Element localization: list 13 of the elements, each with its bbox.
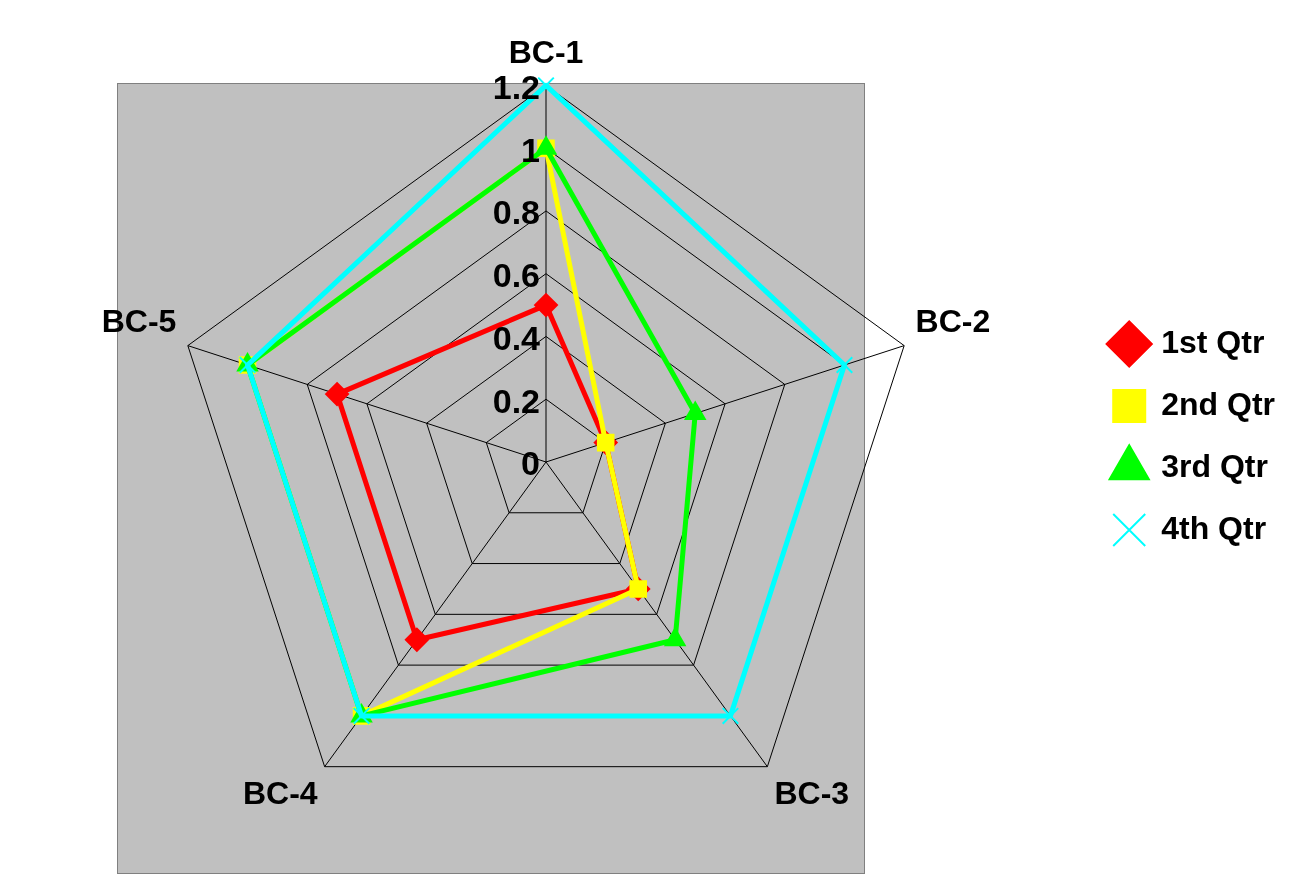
- y-tick-label: 0.6: [492, 256, 540, 295]
- legend-label: 4th Qtr: [1161, 509, 1267, 546]
- y-tick-label: 0: [521, 444, 540, 483]
- legend-label: 1st Qtr: [1161, 323, 1265, 360]
- y-tick-label: 0.4: [492, 318, 541, 357]
- y-tick-label: 0.2: [492, 381, 540, 420]
- spoke-label: BC-4: [242, 775, 318, 812]
- spoke-label: BC-2: [915, 302, 991, 339]
- spoke-label: BC-3: [774, 775, 850, 812]
- spoke-label: BC-5: [101, 302, 177, 339]
- legend-label: 3rd Qtr: [1161, 447, 1268, 484]
- legend-label: 2nd Qtr: [1161, 385, 1275, 422]
- y-tick-label: 0.8: [492, 193, 540, 232]
